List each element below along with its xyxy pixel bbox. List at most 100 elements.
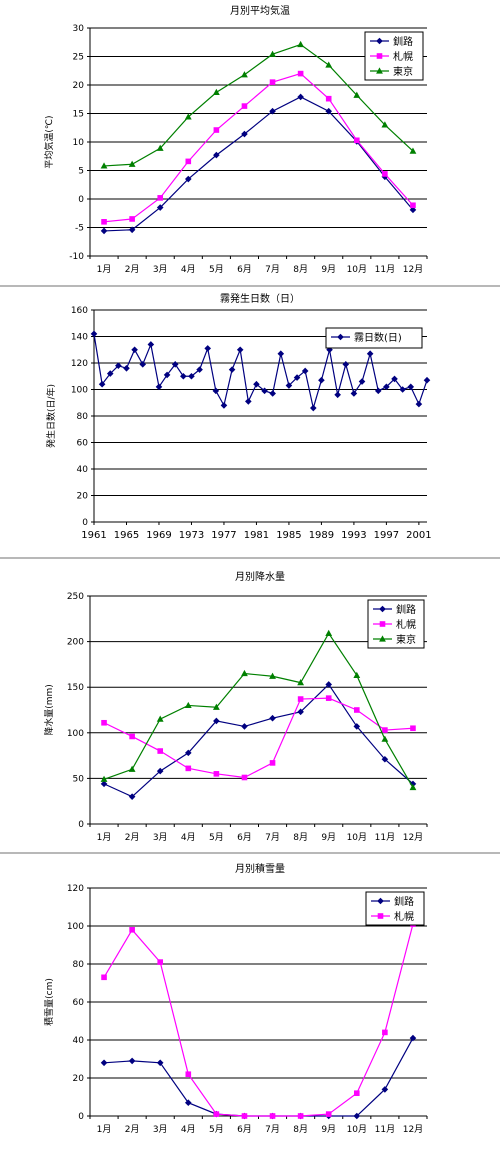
chart-title: 月別平均気温 [230, 4, 290, 17]
y-tick-label: 10 [73, 138, 85, 148]
legend-entry: 札幌 [393, 50, 413, 63]
x-tick-label: 3月 [153, 264, 168, 275]
data-point [325, 95, 332, 102]
data-point [415, 400, 423, 408]
x-tick-label: 1月 [97, 1124, 112, 1135]
x-tick-label: 3月 [153, 1124, 168, 1135]
data-point [409, 206, 417, 214]
y-tick-label: 5 [78, 167, 84, 177]
data-point [325, 107, 333, 115]
data-point [277, 350, 285, 358]
x-tick-label: 6月 [237, 264, 252, 275]
data-point [241, 103, 248, 109]
x-tick-label: 5月 [209, 1124, 224, 1135]
data-point [129, 927, 135, 933]
y-tick-label: 0 [78, 1112, 84, 1122]
x-tick-label: 12月 [403, 264, 423, 275]
x-tick-label: 2001 [406, 530, 431, 541]
x-tick-label: 6月 [237, 832, 252, 843]
x-tick-label: 1989 [309, 530, 334, 541]
data-point [269, 390, 276, 397]
series-line-2 [103, 72, 414, 223]
x-tick-label: 7月 [265, 264, 280, 275]
data-point [381, 1086, 389, 1093]
legend-swatch-marker [376, 67, 383, 74]
data-point [269, 107, 276, 115]
legend-entry: 札幌 [396, 618, 416, 631]
data-point [185, 1071, 192, 1077]
x-tick-label: 6月 [237, 1124, 252, 1135]
x-tick-label: 1973 [179, 530, 204, 541]
data-point [128, 765, 136, 772]
y-tick-label: 60 [77, 439, 89, 449]
data-point [157, 748, 164, 754]
data-point [129, 216, 135, 222]
data-point [241, 723, 248, 730]
y-tick-label: 50 [73, 774, 85, 784]
data-point [228, 366, 236, 373]
series-line-1 [104, 96, 414, 232]
data-point [353, 1090, 360, 1096]
data-point [353, 1112, 361, 1120]
x-tick-label: 4月 [181, 1124, 196, 1135]
data-point [297, 93, 304, 101]
legend-box [325, 327, 423, 349]
y-tick-label: 120 [67, 884, 84, 894]
x-tick-label: 1985 [276, 530, 301, 541]
data-point [353, 707, 360, 713]
data-point [245, 398, 252, 405]
data-point [325, 695, 332, 701]
series-line-3 [103, 632, 414, 788]
x-tick-label: 1月 [97, 832, 112, 843]
data-point [381, 121, 389, 128]
data-point [391, 375, 398, 383]
x-tick-label: 10月 [347, 264, 367, 275]
data-point [156, 204, 164, 211]
data-point [128, 793, 136, 800]
x-tick-label: 1997 [374, 530, 399, 541]
x-tick-label: 1965 [114, 530, 139, 541]
data-point [366, 350, 374, 358]
x-tick-label: 2月 [125, 1124, 140, 1135]
y-tick-label: 60 [73, 998, 85, 1008]
data-point [128, 1057, 136, 1065]
y-tick-label: 30 [73, 24, 85, 34]
legend-swatch-marker [379, 635, 386, 642]
data-point [100, 775, 108, 782]
y-tick-label: -5 [75, 224, 84, 234]
x-tick-label: 2月 [125, 264, 140, 275]
data-point [184, 701, 192, 709]
data-point [382, 727, 388, 733]
x-tick-label: 1981 [244, 530, 269, 541]
data-point [353, 91, 361, 98]
data-point [407, 383, 415, 391]
snow-chart-svg: 月別積雪量 0 20 40 60 80 100 120 積雪量(cm) 1月 2月 3月 4月 5月 6月 7… [43, 862, 428, 1135]
data-point [269, 672, 276, 679]
data-point [213, 717, 220, 725]
x-tick-label: 4月 [181, 832, 196, 843]
data-point [409, 147, 417, 154]
y-tick-label: 40 [73, 1036, 85, 1046]
data-point [325, 1111, 332, 1117]
data-point [285, 382, 293, 389]
x-tick-label: 5月 [209, 832, 224, 843]
data-point [213, 151, 220, 159]
data-point [185, 765, 192, 772]
data-point [184, 1099, 192, 1106]
x-tick-label: 3月 [153, 832, 168, 843]
data-point [309, 404, 317, 412]
data-point [297, 40, 305, 48]
data-point [342, 361, 350, 368]
x-tick-label: 9月 [321, 832, 336, 843]
series-line-1 [104, 1037, 414, 1117]
data-point [129, 733, 135, 740]
x-tick-label: 2月 [125, 832, 140, 843]
temperature-chart-svg: 月別平均気温 -10 -5 0 5 10 15 20 25 30 平均気温(℃) 1月 2月 3月 4月 5月… [43, 4, 428, 275]
precipitation-chart-svg: 月別降水量 0 50 100 150 200 250 降水量(mm) 1月 2月 3月 4月 5月 6月 7… [43, 570, 428, 843]
data-point [156, 1059, 164, 1067]
y-tick-label: 0 [78, 195, 84, 205]
data-point [334, 391, 341, 399]
legend-entry: 釧路 [393, 35, 413, 48]
data-point [100, 162, 108, 169]
x-tick-label: 5月 [209, 264, 224, 275]
